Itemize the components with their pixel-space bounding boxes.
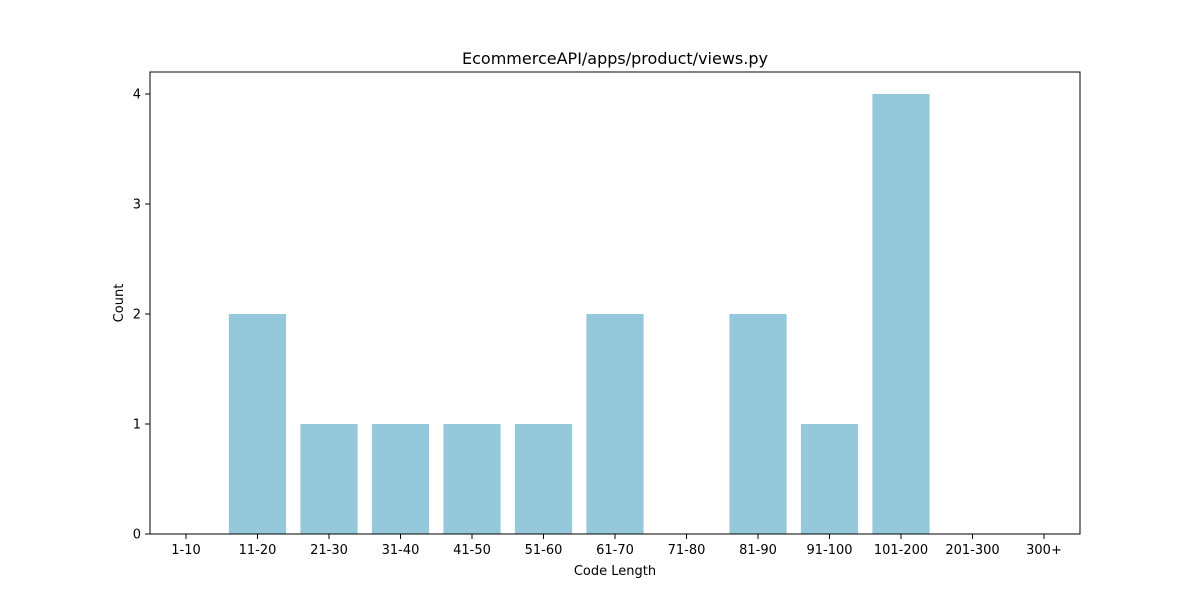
bar-91-100	[800, 424, 859, 534]
y-tick-label: 4	[133, 88, 141, 103]
x-tick-label: 101-200	[874, 543, 928, 558]
y-axis-ticks: 0 1 2 3 4	[133, 88, 150, 543]
y-axis-label: Count	[112, 284, 127, 323]
chart-title: EcommerceAPI/apps/product/views.py	[462, 49, 768, 68]
bar-61-70	[586, 314, 644, 534]
x-tick-label: 71-80	[668, 543, 706, 558]
bar-21-30	[300, 424, 358, 534]
y-tick-label: 0	[133, 528, 141, 543]
x-tick-label: 300+	[1026, 543, 1062, 558]
bar-31-40	[371, 424, 430, 534]
y-tick-label: 2	[133, 308, 141, 323]
x-axis-label: Code Length	[574, 564, 656, 579]
x-axis-ticks: 1-10 11-20 21-30 31-40 41-50 51-60 61-70 71-80 8…	[171, 534, 1062, 558]
x-tick-label: 51-60	[525, 543, 563, 558]
y-tick-label: 1	[133, 418, 141, 433]
bar-11-20	[228, 314, 287, 534]
x-tick-label: 91-100	[806, 543, 852, 558]
x-tick-label: 31-40	[382, 543, 420, 558]
bar-51-60	[514, 424, 573, 534]
x-tick-label: 61-70	[596, 543, 634, 558]
bar-41-50	[443, 424, 501, 534]
bars-group	[228, 94, 930, 534]
bar-101-200	[872, 94, 930, 534]
x-tick-label: 11-20	[239, 543, 277, 558]
x-tick-label: 41-50	[453, 543, 491, 558]
x-tick-label: 81-90	[739, 543, 777, 558]
bar-81-90	[729, 314, 787, 534]
x-tick-label: 21-30	[310, 543, 348, 558]
x-tick-label: 1-10	[171, 543, 201, 558]
x-tick-label: 201-300	[945, 543, 999, 558]
y-tick-label: 3	[133, 198, 141, 213]
